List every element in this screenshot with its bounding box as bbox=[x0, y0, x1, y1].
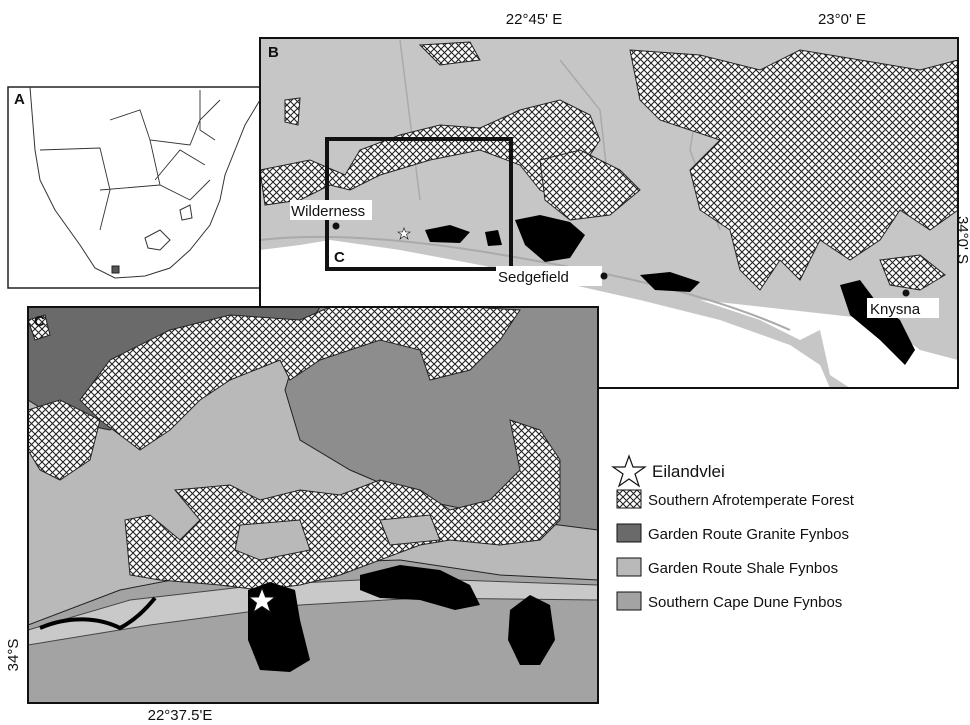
forest-patch bbox=[79, 307, 521, 451]
lake bbox=[360, 565, 480, 610]
eilandvlei-marker bbox=[247, 586, 277, 614]
legend-swatch bbox=[616, 557, 642, 577]
longitude-label: 22°37.5'E bbox=[148, 707, 213, 724]
place-marker bbox=[902, 289, 910, 297]
river bbox=[39, 596, 157, 631]
place-marker bbox=[332, 222, 340, 230]
latitude-label: 34°S bbox=[5, 639, 22, 672]
legend-label: Eilandvlei bbox=[652, 462, 725, 481]
panel-label: B bbox=[268, 44, 279, 61]
lake bbox=[640, 272, 700, 292]
panel-a-frame bbox=[7, 86, 273, 289]
eilandvlei-marker bbox=[397, 227, 411, 240]
lake bbox=[508, 595, 555, 665]
legend-label: Garden Route Shale Fynbos bbox=[648, 560, 838, 577]
shale-fynbos bbox=[234, 514, 441, 561]
longitude-label: 22°45' E bbox=[506, 11, 562, 28]
lake bbox=[425, 225, 502, 246]
place-label: Wilderness bbox=[291, 203, 365, 220]
lake bbox=[840, 280, 915, 365]
forest-patch bbox=[284, 41, 481, 126]
inset-label: C bbox=[334, 249, 345, 266]
borders bbox=[39, 90, 221, 231]
road bbox=[260, 235, 791, 331]
panel-b: C B 22°45' E 23°0' E 34°0' S Wilderness … bbox=[259, 11, 970, 389]
lake bbox=[515, 215, 585, 262]
panel-c-frame bbox=[27, 306, 599, 704]
place-label: Knysna bbox=[870, 301, 921, 318]
legend-swatch bbox=[616, 489, 642, 509]
latitude-label: 34°0' S bbox=[954, 216, 970, 264]
panel-label: C bbox=[34, 313, 45, 330]
legend-label: Southern Cape Dune Fynbos bbox=[648, 594, 842, 611]
legend-swatch bbox=[611, 454, 647, 488]
borders bbox=[144, 204, 193, 251]
place-label: Sedgefield bbox=[498, 269, 569, 286]
place-marker bbox=[600, 272, 608, 280]
legend-label: Southern Afrotemperate Forest bbox=[648, 492, 855, 509]
panel-c: C 22°37.5'E 34°S bbox=[5, 306, 599, 724]
forest-patch bbox=[28, 314, 51, 341]
longitude-label: 23°0' E bbox=[818, 11, 866, 28]
panel-b-frame bbox=[259, 37, 959, 389]
forest-patch bbox=[629, 49, 958, 291]
legend-label: Garden Route Granite Fynbos bbox=[648, 526, 849, 543]
place-label-bg bbox=[867, 298, 939, 318]
forest-patch bbox=[28, 399, 101, 481]
forest-patch bbox=[124, 419, 561, 591]
legend-swatch bbox=[616, 523, 642, 543]
forest-patch bbox=[539, 149, 641, 221]
panel-label: A bbox=[14, 91, 25, 108]
forest-patch bbox=[879, 254, 946, 291]
coastline bbox=[29, 86, 269, 279]
place-label-bg bbox=[496, 266, 602, 286]
sea bbox=[700, 300, 958, 388]
legend-swatch bbox=[616, 591, 642, 611]
panel-a: A bbox=[7, 86, 273, 289]
study-area-marker bbox=[111, 265, 120, 274]
legend: Eilandvlei Southern Afrotemperate Forest… bbox=[611, 454, 855, 611]
place-label-bg bbox=[290, 200, 372, 220]
